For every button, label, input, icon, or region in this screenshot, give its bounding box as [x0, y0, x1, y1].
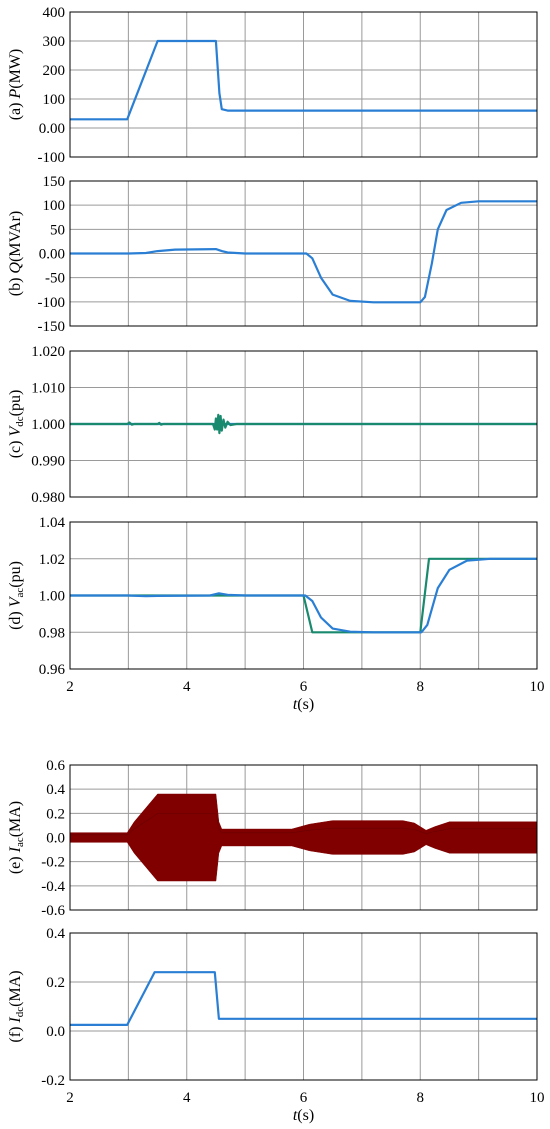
series-line [70, 39, 537, 121]
y-tick-label: 1.010 [31, 381, 65, 397]
y-tick-label: 150 [43, 174, 66, 190]
x-tick-label: 10 [530, 1090, 545, 1106]
y-tick-label: 0.0 [46, 1024, 65, 1040]
x-axis-label: t(s) [293, 1107, 314, 1124]
y-axis-label: (d) Vac(pu) [7, 561, 26, 630]
x-tick-label: 4 [183, 679, 191, 695]
y-tick-label: -0.2 [41, 855, 65, 871]
y-tick-label: 0.980 [31, 490, 65, 506]
y-tick-label: 50 [50, 222, 65, 238]
y-tick-label: 0.4 [46, 926, 65, 942]
panel-d: 1.04 1.02 1.00 0.98 0.96 (d) Vac(pu) 2 4 6 8 10 t(s… [7, 515, 545, 713]
y-tick-label: 200 [43, 63, 66, 79]
y-tick-label: -0.6 [41, 903, 65, 919]
series-line [70, 557, 537, 634]
plot-frame [69, 350, 538, 498]
y-axis-label: (c) Vdc(pu) [7, 390, 26, 459]
series-envelope [70, 793, 537, 882]
y-tick-label: 1.02 [39, 552, 65, 568]
y-tick-label: 100 [43, 198, 66, 214]
plot-frame [69, 764, 538, 911]
y-tick-label: 300 [43, 34, 66, 50]
series-line [70, 971, 537, 1027]
y-tick-label: -100 [38, 150, 66, 166]
x-tick-label: 8 [417, 679, 425, 695]
y-axis-label: (b) Q(MVAr) [7, 211, 24, 296]
series-envelope-texture [70, 813, 537, 836]
y-tick-label: -100 [38, 295, 66, 311]
plot-frame [69, 521, 538, 670]
x-tick-label: 10 [530, 679, 545, 695]
panel-f: 0.4 0.2 0.0 -0.2 (f) Idc(MA) 2 4 6 8 10 t(s) [7, 926, 545, 1124]
y-tick-label: -0.4 [41, 879, 65, 895]
plot-frame [69, 932, 538, 1081]
y-tick-label: 0.00 [39, 247, 65, 263]
y-tick-label: 0.6 [46, 758, 65, 774]
series-line [70, 413, 537, 435]
panel-a: 400 300 200 100 0.00 -100 (a) P(MW) [7, 5, 538, 166]
x-axis-label: t(s) [293, 696, 314, 713]
y-tick-label: -0.2 [41, 1073, 65, 1089]
panel-c: 1.020 1.010 1.000 0.990 0.980 (c) Vdc(pu) [7, 344, 538, 506]
panel-e: 0.6 0.4 0.2 0.0 -0.2 -0.4 -0.6 (e) Iac(MA) [7, 758, 538, 919]
x-tick-label: 8 [417, 1090, 425, 1106]
y-tick-label: 400 [43, 5, 66, 21]
y-tick-label: 1.04 [39, 515, 66, 531]
y-tick-label: 100 [43, 92, 66, 108]
y-tick-label: 0.98 [39, 625, 65, 641]
y-tick-label: -50 [45, 271, 65, 287]
series-line [70, 200, 537, 304]
y-tick-label: 0.0 [46, 831, 65, 847]
y-tick-label: 1.000 [31, 417, 65, 433]
y-tick-label: 0.2 [46, 806, 65, 822]
y-axis-label: (f) Idc(MA) [7, 970, 26, 1042]
y-tick-label: 0.4 [46, 782, 65, 798]
y-axis-label: (e) Iac(MA) [7, 801, 26, 874]
y-tick-label: 0.2 [46, 975, 65, 991]
plot-frame [69, 11, 538, 158]
x-tick-label: 6 [300, 679, 308, 695]
x-tick-label: 2 [66, 1090, 74, 1106]
x-tick-label: 6 [300, 1090, 308, 1106]
panel-b: 150 100 50 0.00 -50 -100 -150 (b) Q(MVAr) [7, 174, 538, 335]
y-tick-label: 0.00 [39, 121, 65, 137]
x-tick-label: 4 [183, 1090, 191, 1106]
y-tick-label: 0.96 [39, 662, 66, 678]
x-tick-label: 2 [66, 679, 74, 695]
y-tick-label: 0.990 [31, 454, 65, 470]
y-tick-label: -150 [38, 319, 66, 335]
y-axis-label: (a) P(MW) [7, 49, 24, 121]
y-tick-label: 1.00 [39, 589, 65, 605]
plot-frame [69, 180, 538, 327]
y-tick-label: 1.020 [31, 344, 65, 360]
